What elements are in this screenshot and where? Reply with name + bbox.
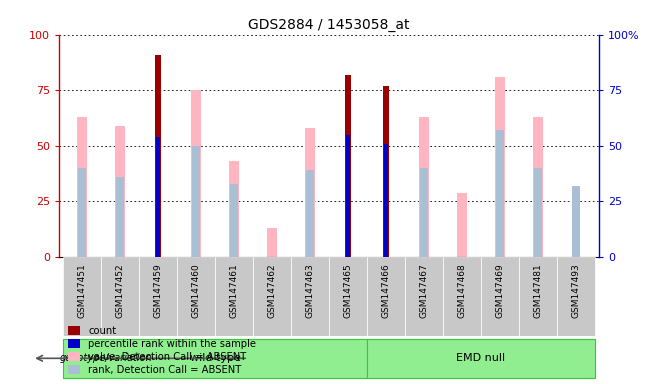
Text: GSM147462: GSM147462 — [268, 263, 276, 318]
Bar — [116, 177, 124, 257]
Legend: count, percentile rank within the sample, value, Detection Call = ABSENT, rank, : count, percentile rank within the sample… — [64, 322, 260, 379]
Bar — [481, 257, 519, 336]
Bar — [420, 168, 428, 257]
Bar — [367, 339, 595, 378]
Bar — [533, 117, 543, 257]
Bar — [177, 257, 215, 336]
Bar — [253, 257, 291, 336]
Text: GSM147469: GSM147469 — [495, 263, 505, 318]
Bar — [192, 146, 200, 257]
Title: GDS2884 / 1453058_at: GDS2884 / 1453058_at — [248, 18, 410, 32]
Bar — [345, 74, 351, 257]
Bar — [367, 257, 405, 336]
Text: GSM147481: GSM147481 — [534, 263, 542, 318]
Bar — [347, 135, 349, 257]
Bar — [557, 257, 595, 336]
Bar — [77, 117, 87, 257]
Bar — [305, 128, 315, 257]
Bar — [63, 257, 101, 336]
Bar — [229, 161, 239, 257]
Text: genotype/variation: genotype/variation — [60, 353, 153, 363]
Bar — [155, 55, 161, 257]
Text: GSM147467: GSM147467 — [420, 263, 428, 318]
Bar — [63, 339, 367, 378]
Bar — [101, 257, 139, 336]
Text: GSM147463: GSM147463 — [305, 263, 315, 318]
Text: GSM147468: GSM147468 — [457, 263, 467, 318]
Text: GSM147466: GSM147466 — [382, 263, 390, 318]
Text: wild type: wild type — [190, 353, 240, 363]
Text: GSM147493: GSM147493 — [572, 263, 580, 318]
Bar — [306, 170, 314, 257]
Bar — [78, 168, 86, 257]
Text: GSM147460: GSM147460 — [191, 263, 201, 318]
Bar — [534, 168, 542, 257]
Bar — [139, 257, 177, 336]
Bar — [157, 137, 159, 257]
Bar — [419, 117, 429, 257]
Bar — [384, 144, 388, 257]
Text: GSM147461: GSM147461 — [230, 263, 238, 318]
Bar — [519, 257, 557, 336]
Bar — [572, 186, 580, 257]
Bar — [382, 86, 390, 257]
Bar — [191, 90, 201, 257]
Text: EMD null: EMD null — [457, 353, 505, 363]
Bar — [291, 257, 329, 336]
Text: GSM147451: GSM147451 — [78, 263, 86, 318]
Bar — [230, 184, 238, 257]
Bar — [115, 126, 125, 257]
Bar — [267, 228, 277, 257]
Text: GSM147459: GSM147459 — [153, 263, 163, 318]
Bar — [215, 257, 253, 336]
Bar — [496, 130, 504, 257]
Text: GSM147452: GSM147452 — [116, 263, 124, 318]
Bar — [457, 192, 467, 257]
Bar — [495, 77, 505, 257]
Bar — [405, 257, 443, 336]
Text: GSM147465: GSM147465 — [343, 263, 353, 318]
Bar — [329, 257, 367, 336]
Bar — [443, 257, 481, 336]
